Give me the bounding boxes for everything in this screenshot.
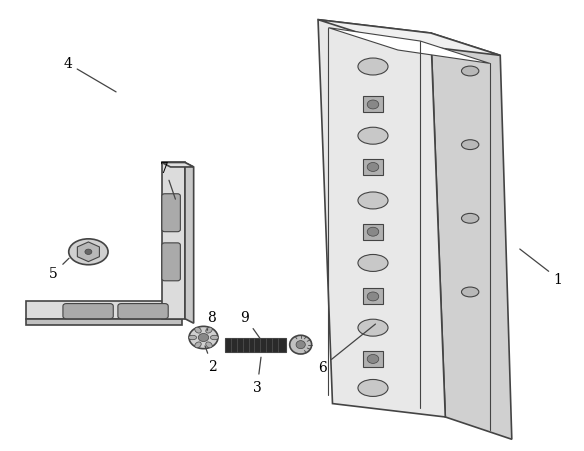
Ellipse shape: [85, 249, 92, 255]
Ellipse shape: [461, 67, 479, 77]
Bar: [363, 160, 383, 175]
Ellipse shape: [296, 341, 305, 349]
FancyBboxPatch shape: [63, 304, 113, 319]
Ellipse shape: [367, 163, 379, 172]
Text: 7: 7: [160, 161, 175, 200]
Ellipse shape: [195, 327, 201, 333]
Polygon shape: [328, 28, 490, 64]
Text: 5: 5: [49, 258, 69, 281]
Ellipse shape: [358, 380, 388, 396]
Text: 4: 4: [63, 57, 116, 93]
Ellipse shape: [358, 59, 388, 76]
Polygon shape: [162, 163, 194, 168]
FancyBboxPatch shape: [162, 194, 180, 232]
Polygon shape: [77, 243, 99, 262]
Text: 1: 1: [520, 249, 562, 286]
Bar: [363, 351, 383, 367]
Text: 8: 8: [207, 310, 215, 331]
Ellipse shape: [367, 354, 379, 364]
Bar: [363, 224, 383, 240]
Text: 2: 2: [205, 346, 217, 373]
Polygon shape: [26, 301, 182, 319]
Ellipse shape: [461, 287, 479, 297]
Text: 9: 9: [240, 310, 260, 339]
Ellipse shape: [189, 336, 197, 340]
FancyBboxPatch shape: [118, 304, 168, 319]
Ellipse shape: [206, 342, 212, 348]
FancyBboxPatch shape: [162, 244, 180, 281]
Polygon shape: [26, 319, 182, 326]
Text: 3: 3: [253, 358, 262, 394]
Ellipse shape: [206, 327, 212, 333]
Ellipse shape: [358, 319, 388, 336]
Ellipse shape: [290, 336, 312, 354]
Bar: [363, 97, 383, 113]
Ellipse shape: [461, 140, 479, 150]
Polygon shape: [162, 163, 185, 319]
Ellipse shape: [358, 128, 388, 145]
Ellipse shape: [461, 214, 479, 224]
Ellipse shape: [210, 336, 218, 340]
Polygon shape: [185, 163, 194, 323]
Ellipse shape: [367, 228, 379, 237]
Ellipse shape: [367, 101, 379, 110]
Ellipse shape: [367, 292, 379, 301]
Ellipse shape: [199, 334, 208, 342]
Ellipse shape: [195, 342, 201, 348]
Polygon shape: [431, 34, 512, 439]
Ellipse shape: [69, 239, 108, 265]
Ellipse shape: [358, 255, 388, 272]
Text: 6: 6: [318, 324, 376, 374]
Polygon shape: [225, 338, 286, 352]
Bar: [363, 289, 383, 305]
Ellipse shape: [189, 327, 218, 349]
Polygon shape: [318, 21, 500, 56]
Ellipse shape: [358, 193, 388, 209]
Polygon shape: [318, 21, 445, 417]
